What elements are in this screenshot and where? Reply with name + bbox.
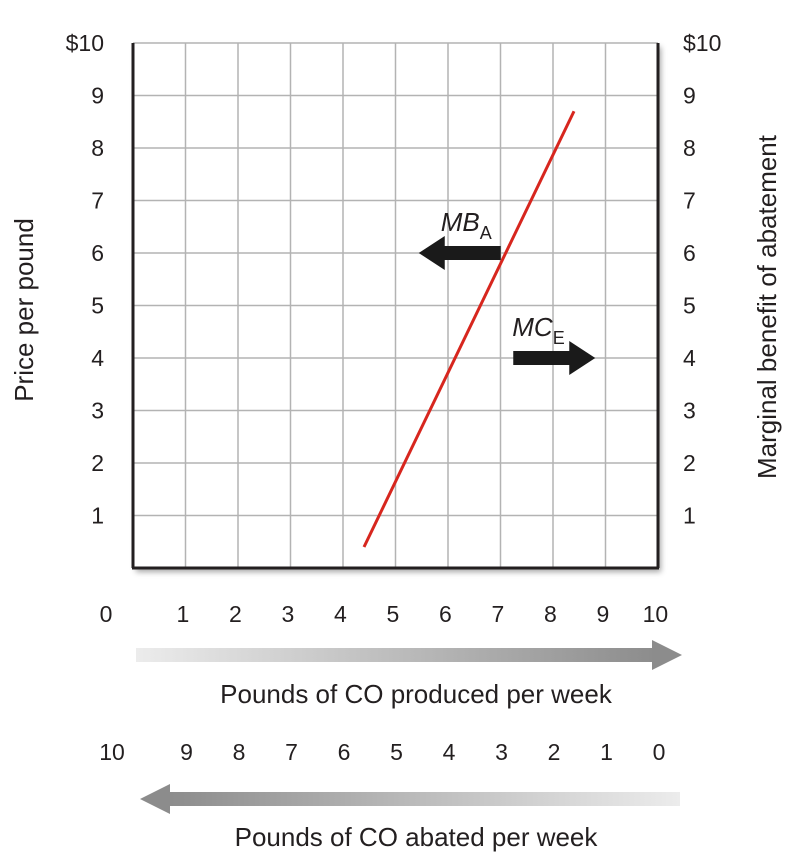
- y-tick-left-label: 6: [91, 240, 104, 266]
- x2-tick-label: 0: [653, 739, 666, 765]
- x2-tick-label: 1: [600, 739, 613, 765]
- axes: [131, 42, 660, 570]
- x-tick-label: 2: [229, 601, 242, 627]
- annotation-label-sub: A: [480, 223, 492, 243]
- y-tick-left-label: 3: [91, 398, 104, 424]
- x2-tick-label: 4: [443, 739, 456, 765]
- x-tick-label: 7: [491, 601, 504, 627]
- x2-tick-label: 2: [548, 739, 561, 765]
- annotation-arrow-right: [513, 341, 596, 375]
- x2-tick-label: 7: [285, 739, 298, 765]
- x-tick-label: 5: [386, 601, 399, 627]
- x-tick-label: 10: [643, 601, 669, 627]
- x-tick-label: 3: [281, 601, 294, 627]
- x2-tick-label: 8: [233, 739, 246, 765]
- x2-tick-label: 10: [99, 739, 125, 765]
- y-tick-left-label: 9: [91, 83, 104, 109]
- y-tick-right-label: 1: [683, 503, 696, 529]
- x-tick-label: 0: [100, 601, 113, 627]
- series-line-0: [362, 110, 576, 548]
- y-tick-right-label: 8: [683, 135, 696, 161]
- annotation-label: MCE: [512, 312, 564, 348]
- annotation-mc-e: MCE: [512, 312, 596, 375]
- y-tick-right-label: 7: [683, 188, 696, 214]
- x2-tick-label: 6: [338, 739, 351, 765]
- y-tick-left-label: $10: [66, 30, 104, 56]
- y-tick-right-label: 3: [683, 398, 696, 424]
- x-axis-title: Pounds of CO produced per week: [220, 679, 613, 709]
- y-axis-right-title: Marginal benefit of abatement: [752, 134, 782, 479]
- annotation-mb-a: MBA: [418, 207, 501, 270]
- series-group: [362, 110, 576, 548]
- x2-tick-label: 9: [180, 739, 193, 765]
- y-tick-right-label: 6: [683, 240, 696, 266]
- x-tick-label: 8: [544, 601, 557, 627]
- y-tick-left-label: 5: [91, 293, 104, 319]
- x2-tick-label: 3: [495, 739, 508, 765]
- y-tick-left-label: 1: [91, 503, 104, 529]
- x2-axis-title: Pounds of CO abated per week: [235, 822, 599, 852]
- y-tick-right-label: 9: [683, 83, 696, 109]
- abated-direction-arrow: [140, 784, 680, 814]
- annotations: MBA MCE: [418, 207, 596, 375]
- y-tick-left-label: 8: [91, 135, 104, 161]
- grid: [133, 43, 658, 568]
- annotation-label-main: MB: [441, 207, 480, 237]
- y-tick-right-label: 4: [683, 345, 696, 371]
- x-tick-label: 9: [596, 601, 609, 627]
- y-tick-left-label: 2: [91, 450, 104, 476]
- y-tick-right-label: 5: [683, 293, 696, 319]
- annotation-label: MBA: [441, 207, 492, 243]
- annotation-arrow-left: [418, 236, 501, 270]
- annotation-label-sub: E: [553, 328, 565, 348]
- y-tick-right-label: 2: [683, 450, 696, 476]
- y-tick-right-label: $10: [683, 30, 721, 56]
- x-tick-label: 1: [176, 601, 189, 627]
- annotation-label-main: MC: [512, 312, 553, 342]
- y-tick-left-label: 4: [91, 345, 104, 371]
- x-tick-label: 4: [334, 601, 347, 627]
- produced-direction-arrow: [136, 640, 682, 670]
- y-tick-left-label: 7: [91, 188, 104, 214]
- y-axis-title: Price per pound: [9, 218, 39, 402]
- x-tick-label: 6: [439, 601, 452, 627]
- x2-tick-label: 5: [390, 739, 403, 765]
